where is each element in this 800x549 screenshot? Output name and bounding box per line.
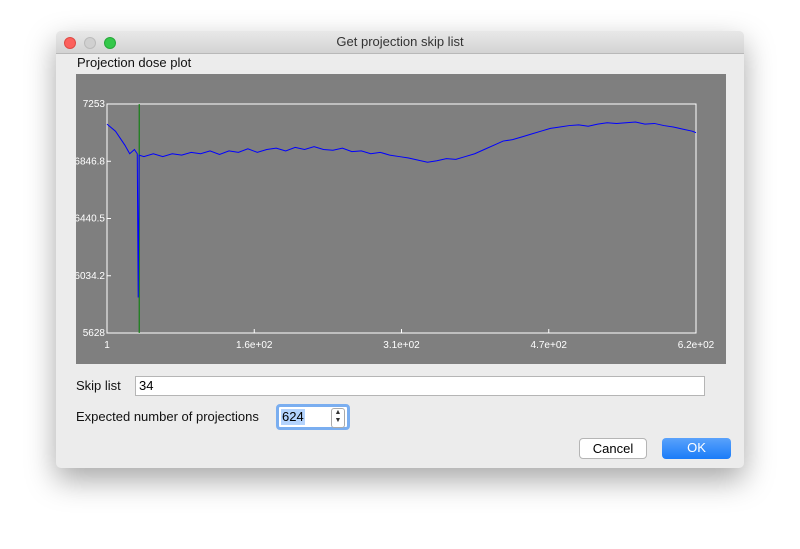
skip-list-input[interactable]: 34	[135, 376, 705, 396]
x-tick-label: 4.7e+02	[531, 340, 568, 351]
ok-button[interactable]: OK	[662, 438, 731, 459]
y-tick-label: 6846.8	[76, 156, 105, 167]
plot-label: Projection dose plot	[77, 55, 192, 70]
y-tick-label: 5628	[83, 328, 106, 339]
title-bar: Get projection skip list	[56, 31, 744, 54]
x-tick-label: 1.6e+02	[236, 340, 273, 351]
zoom-button[interactable]	[104, 37, 116, 49]
close-button[interactable]	[64, 37, 76, 49]
x-tick-label: 6.2e+02	[678, 340, 715, 351]
window-title: Get projection skip list	[336, 34, 464, 49]
x-tick-label: 3.1e+02	[383, 340, 420, 351]
projections-value: 624	[281, 409, 305, 425]
y-tick-label: 6034.2	[76, 271, 105, 282]
dose-plot: 5628 6034.2 6440.5 6846.8 7253 1 1.6e+02 3.1e+0…	[76, 74, 726, 364]
projections-label: Expected number of projections	[76, 409, 259, 424]
y-tick-label: 6440.5	[76, 214, 105, 225]
skip-list-label: Skip list	[76, 378, 121, 393]
dose-line	[106, 121, 697, 298]
y-tick-label: 7253	[83, 99, 106, 110]
spin-arrows[interactable]: ▲ ▼	[331, 408, 345, 428]
projections-spinbox[interactable]: 624 ▲ ▼	[276, 404, 350, 430]
plot-background	[76, 74, 726, 364]
x-tick-label: 1	[104, 340, 110, 351]
cancel-button[interactable]: Cancel	[579, 438, 647, 459]
minimize-button	[84, 37, 96, 49]
